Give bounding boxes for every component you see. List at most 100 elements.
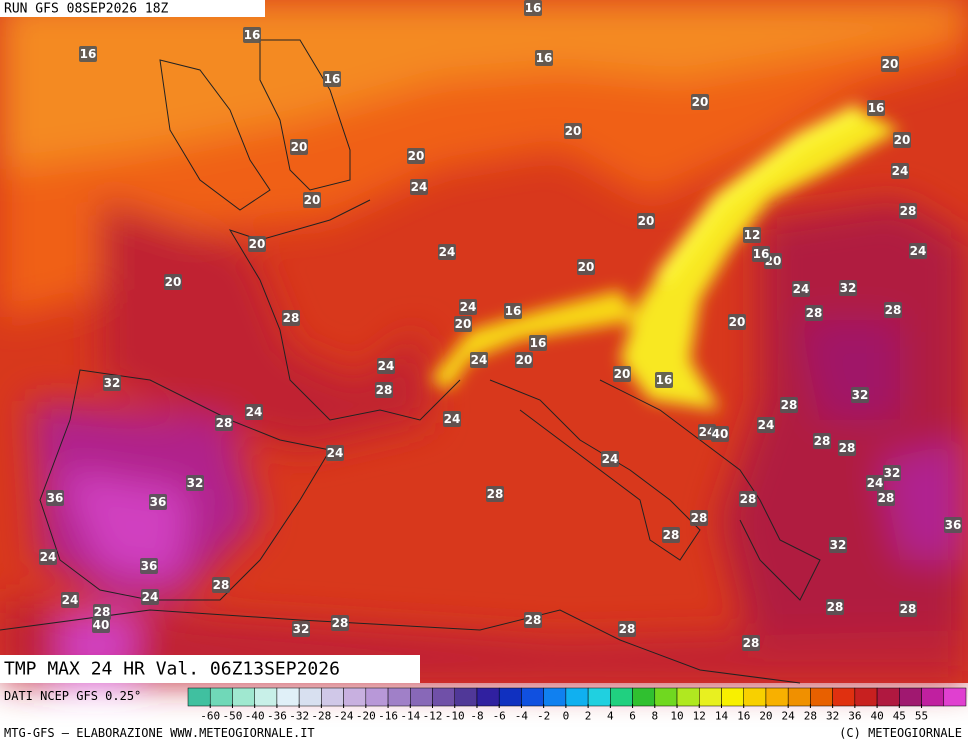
colorbar-swatch	[543, 687, 567, 707]
colorbar-swatch	[654, 687, 678, 707]
contour-label: 24	[62, 593, 79, 607]
label-box	[899, 601, 917, 617]
label-box	[141, 589, 159, 605]
label-box	[331, 615, 349, 631]
contour-label: 40	[712, 427, 729, 441]
colorbar-tick-label: -28	[311, 710, 331, 723]
colorbar-tick-label: -4	[515, 710, 529, 723]
colorbar-tick-label: 12	[693, 710, 706, 723]
colorbar-swatch	[232, 687, 255, 707]
colorbar-swatch	[476, 687, 500, 707]
colorbar-tick-label: -24	[334, 710, 354, 723]
label-box	[282, 310, 300, 326]
contour-label: 20	[249, 237, 266, 251]
contour-label: 24	[460, 300, 477, 314]
label-box	[410, 179, 428, 195]
source-label: DATI NCEP GFS 0.25°	[4, 689, 141, 703]
label-box	[813, 433, 831, 449]
colorbar-tick-label: -60	[200, 710, 220, 723]
contour-label: 24	[327, 446, 344, 460]
contour-label: 20	[638, 214, 655, 228]
label-box	[728, 314, 746, 330]
colorbar-tick-label: 14	[715, 710, 729, 723]
contour-label: 32	[187, 476, 204, 490]
label-box	[243, 27, 261, 43]
contour-label: 16	[530, 336, 547, 350]
colorbar-tick-label: -6	[493, 710, 506, 723]
label-box	[637, 213, 655, 229]
contour-label: 24	[602, 452, 619, 466]
contour-label: 24	[411, 180, 428, 194]
label-box	[212, 577, 230, 593]
label-box	[407, 148, 425, 164]
contour-label: 28	[663, 528, 680, 542]
label-box	[839, 280, 857, 296]
label-box	[79, 46, 97, 62]
label-box	[891, 163, 909, 179]
contour-label: 32	[884, 466, 901, 480]
colorbar-swatch	[854, 687, 878, 707]
label-box	[944, 517, 962, 533]
label-box	[149, 494, 167, 510]
label-box	[438, 244, 456, 260]
label-box	[893, 132, 911, 148]
label-box	[245, 404, 263, 420]
label-box	[375, 382, 393, 398]
contour-label: 32	[840, 281, 857, 295]
contour-label: 28	[525, 613, 542, 627]
contour-label: 28	[806, 306, 823, 320]
colorbar-swatch	[787, 687, 811, 707]
label-box	[92, 617, 110, 633]
contour-label: 20	[729, 315, 746, 329]
contour-label: 28	[332, 616, 349, 630]
colorbar-tick-label: -50	[223, 710, 243, 723]
label-box	[215, 415, 233, 431]
label-box	[535, 50, 553, 66]
contour-label: 28	[94, 605, 111, 619]
label-box	[186, 475, 204, 491]
colorbar-tick-label: -40	[245, 710, 265, 723]
colorbar-swatch	[765, 687, 789, 707]
contour-label: 28	[376, 383, 393, 397]
contour-label: 28	[900, 204, 917, 218]
label-box	[739, 491, 757, 507]
contour-label: 32	[104, 376, 121, 390]
contour-label: 32	[293, 622, 310, 636]
contour-label: 28	[619, 622, 636, 636]
colorbar-swatch	[365, 687, 389, 707]
contour-label: 24	[758, 418, 775, 432]
label-box	[838, 440, 856, 456]
contour-label: 24	[439, 245, 456, 259]
label-box	[601, 451, 619, 467]
colorbar-tick-label: -32	[289, 710, 309, 723]
contour-label: 28	[814, 434, 831, 448]
colorbar-tick-label: 2	[585, 710, 592, 723]
contour-label: 20	[565, 124, 582, 138]
label-box	[662, 527, 680, 543]
contour-label: 24	[910, 244, 927, 258]
colorbar-swatch	[699, 687, 722, 707]
colorbar-swatch	[943, 687, 967, 707]
label-box	[909, 243, 927, 259]
colorbar-tick-label: 16	[737, 710, 750, 723]
colorbar-swatch	[432, 687, 455, 707]
header-box	[0, 0, 265, 17]
contour-label: 36	[47, 491, 64, 505]
contour-label: 16	[656, 373, 673, 387]
contour-label: 36	[945, 518, 962, 532]
colorbar-swatch	[676, 687, 700, 707]
contour-label: 20	[578, 260, 595, 274]
colorbar-swatch	[521, 687, 544, 707]
label-box	[61, 592, 79, 608]
colorbar-tick-label: 24	[782, 710, 796, 723]
colorbar-swatch	[187, 687, 211, 707]
label-box	[883, 465, 901, 481]
colorbar-swatch	[454, 687, 478, 707]
label-box	[323, 71, 341, 87]
label-box	[39, 549, 57, 565]
contour-label: 28	[827, 600, 844, 614]
contour-label: 16	[868, 101, 885, 115]
map-title: TMP MAX 24 HR Val. 06Z13SEP2026	[4, 659, 340, 680]
contour-label: 24	[867, 476, 884, 490]
